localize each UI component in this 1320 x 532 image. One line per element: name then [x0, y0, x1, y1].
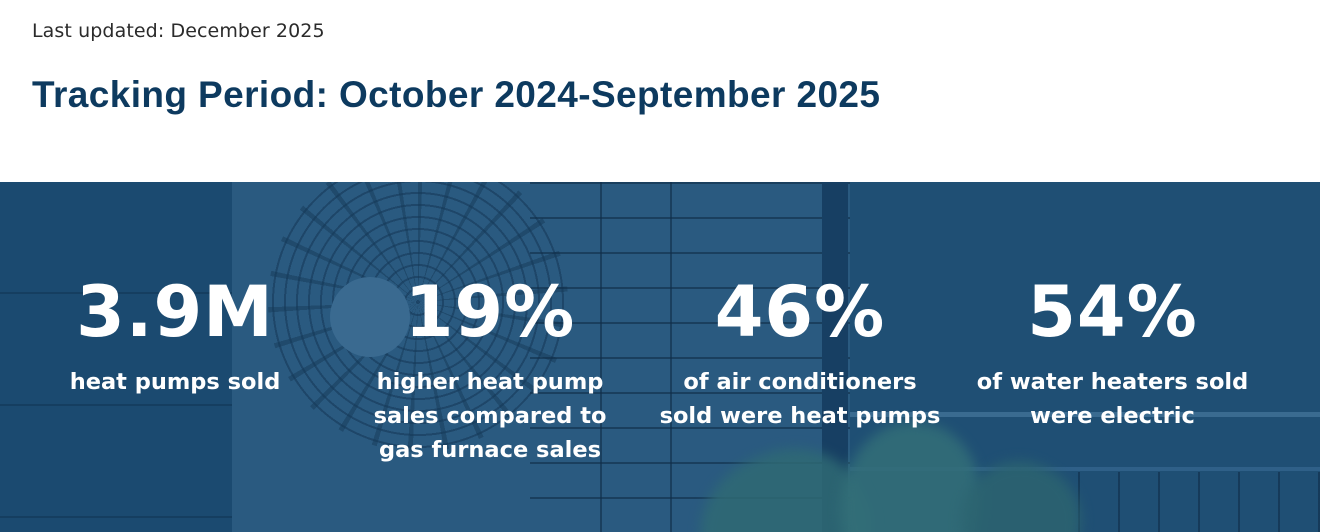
stat-label: heat pumps sold — [69, 369, 281, 395]
stat-label: of air conditioners sold were heat pumps — [659, 369, 941, 429]
stat-label: of water heaters sold were electric — [976, 369, 1249, 429]
background-fan-hub — [330, 277, 410, 357]
stat-value: 46% — [714, 271, 886, 353]
stat-value: 3.9M — [76, 271, 274, 353]
page-header: Last updated: December 2025 Tracking Per… — [0, 0, 1320, 182]
background-fan-grille — [268, 182, 568, 452]
stats-banner: 3.9M heat pumps sold 19% higher heat pum… — [0, 182, 1320, 532]
background-railing-lower — [850, 467, 1320, 471]
page-title: Tracking Period: October 2024-September … — [32, 74, 881, 115]
stat-label: higher heat pump sales compared to gas f… — [373, 369, 607, 463]
stat-value: 19% — [404, 271, 576, 353]
stat-value: 54% — [1027, 271, 1198, 353]
background-wall — [0, 182, 232, 532]
background-railing — [850, 412, 1320, 417]
background-slats — [1040, 472, 1320, 532]
last-updated-text: Last updated: December 2025 — [32, 20, 325, 42]
background-wall-seams — [0, 182, 232, 532]
